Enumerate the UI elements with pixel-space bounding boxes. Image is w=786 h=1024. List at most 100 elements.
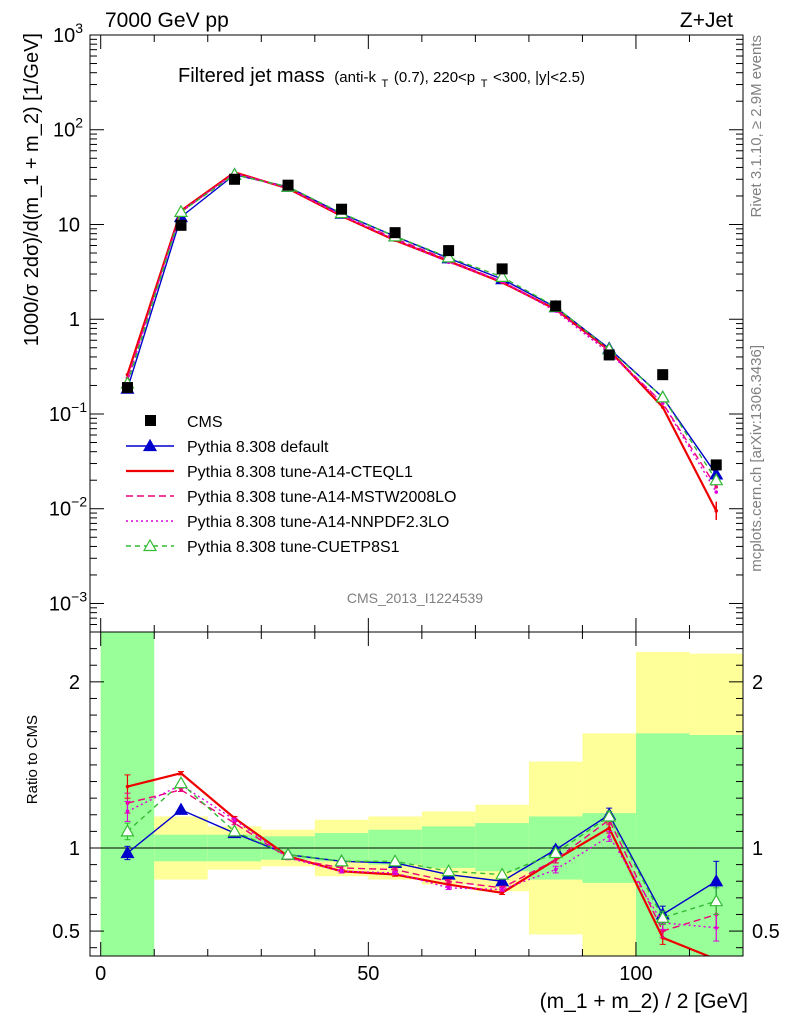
series-point-cteql1: [660, 405, 665, 409]
uncertainty-band-inner: [421, 826, 476, 868]
ratio-plot-area: [90, 632, 743, 956]
ratio-point-mstw: [553, 857, 558, 862]
ratio-point-cuetp8s1: [120, 824, 135, 837]
x-tick-label: 50: [357, 963, 379, 985]
x-axis-label: (m_1 + m_2) / 2 [GeV]: [540, 990, 748, 1013]
ratio-y-axis: 0.5 0.5 1 1 2 2: [52, 648, 780, 949]
ratio-point-default: [173, 802, 189, 815]
y-tick-exponent: −3: [71, 588, 87, 604]
x-tick-label: 100: [619, 963, 652, 985]
legend-marker-default: [142, 438, 158, 452]
y-tick-base: 10: [53, 120, 75, 142]
y-tick-label: 102: [53, 115, 83, 142]
rivet-version-label: Rivet 3.1.10, ≥ 2.9M events: [748, 35, 765, 218]
y-tick-exponent: −1: [71, 399, 87, 415]
series-point-cuetp8s1: [441, 250, 456, 263]
ratio-plot-frame: [89, 631, 744, 957]
ratio-point-mstw: [393, 867, 397, 872]
ratio-point-cuetp8s1: [227, 824, 242, 837]
series-point-nnpdf: [714, 490, 719, 494]
series-line-mstw: [126, 172, 717, 488]
legend-label-cteql1: Pythia 8.308 tune-A14-CTEQL1: [187, 464, 413, 481]
ratio-point-cuetp8s1: [548, 845, 563, 859]
y-tick-exponent: −2: [71, 494, 87, 510]
ratio-point-nnpdf: [607, 834, 611, 839]
plot-title-sub-mid: (0.7), 220<p: [394, 69, 475, 86]
y-tick-base: 1: [69, 309, 80, 331]
mcplots-label: mcplots.cern.ch [arXiv:1306.3436]: [748, 345, 765, 572]
y-tick-base: 10: [58, 214, 80, 236]
ratio-line-nnpdf: [127, 784, 717, 929]
y-tick-base: 10: [53, 25, 75, 47]
ratio-y-tick-label-right: 1: [752, 838, 763, 860]
ratio-line-default: [127, 808, 717, 916]
ratio-point-cuetp8s1: [495, 867, 510, 880]
plot-title-sub-p-index: T: [481, 78, 488, 90]
series-point-cuetp8s1: [655, 390, 670, 403]
cms-data-point: [657, 369, 669, 381]
y-tick-label: 10−1: [49, 399, 87, 426]
cms-data-point: [603, 349, 615, 361]
cms-data-point: [389, 227, 401, 239]
ratio-point-nnpdf: [125, 809, 130, 814]
main-y-axis-label: 1000/σ 2dσ)/d(m_1 + m_2) [1/GeV]: [21, 33, 43, 346]
plot-title-main: Filtered jet mass: [178, 65, 325, 87]
legend-label-default: Pythia 8.308 default: [187, 439, 329, 456]
plot-title: Filtered jet mass (anti-k T (0.7), 220<p…: [178, 65, 585, 92]
series-point-cuetp8s1: [495, 269, 510, 282]
main-plot-area: [120, 167, 724, 521]
ratio-point-nnpdf: [500, 887, 504, 892]
analysis-id-label: CMS_2013_I1224539: [347, 590, 483, 606]
y-tick-base: 10: [49, 499, 71, 521]
ratio-y-tick-label: 0.5: [52, 921, 80, 943]
ratio-point-cteql1: [500, 891, 504, 895]
ratio-point-mstw: [179, 788, 183, 792]
series-line-cuetp8s1: [126, 173, 717, 481]
cms-data-point: [710, 459, 722, 471]
ratio-point-cuetp8s1: [334, 854, 349, 867]
ratio-point-mstw: [660, 929, 665, 933]
ratio-point-cteql1: [179, 771, 183, 776]
ratio-line-cteql1: [127, 772, 711, 956]
plot-title-sub-k-index: T: [382, 78, 389, 90]
ratio-point-mstw: [232, 821, 237, 825]
y-tick-label: 10−2: [49, 494, 87, 521]
y-tick-base: 10: [49, 593, 71, 615]
ratio-y-tick-label-right: 0.5: [752, 921, 780, 943]
ratio-point-cuetp8s1: [709, 893, 724, 907]
ratio-point-cuetp8s1: [441, 864, 456, 877]
series-point-cuetp8s1: [173, 204, 189, 217]
ratio-y-tick-label-right: 2: [752, 672, 763, 694]
ratio-point-nnpdf: [393, 871, 397, 875]
cms-data-point: [550, 300, 562, 312]
ratio-point-cuetp8s1: [655, 910, 670, 923]
ratio-y-tick-label: 1: [69, 838, 80, 860]
ratio-point-nnpdf: [714, 925, 719, 930]
y-tick-label: 10: [58, 214, 80, 236]
y-tick-label: 10−3: [49, 588, 87, 615]
ratio-y-axis-label: Ratio to CMS: [24, 715, 41, 804]
ratio-point-cuetp8s1: [173, 775, 189, 789]
y-tick-exponent: 3: [75, 20, 83, 36]
legend-label-cms: CMS: [187, 414, 223, 431]
y-tick-label: 1: [69, 309, 80, 331]
plot-title-sub-prefix: (anti-k: [334, 69, 376, 86]
header-left: 7000 GeV pp: [105, 9, 229, 32]
cms-data-point: [496, 263, 508, 275]
ratio-point-default: [120, 845, 135, 859]
legend-label-nnpdf: Pythia 8.308 tune-A14-NNPDF2.3LO: [187, 514, 449, 531]
cms-data-point: [282, 179, 294, 191]
series-line-cteql1: [126, 171, 718, 512]
plot-title-sub-suffix: <300, |y|<2.5): [493, 69, 585, 86]
cms-data-point: [336, 203, 348, 215]
legend-marker-cuetp8s1: [142, 538, 158, 552]
uncertainty-band-inner: [475, 823, 529, 872]
ratio-point-cteql1: [446, 882, 451, 887]
ratio-point-cuetp8s1: [602, 809, 617, 822]
legend-label-mstw: Pythia 8.308 tune-A14-MSTW2008LO: [187, 489, 456, 506]
ratio-point-mstw: [339, 866, 344, 870]
ratio-point-default: [709, 874, 724, 887]
y-tick-exponent: 2: [75, 115, 83, 131]
legend-label-cuetp8s1: Pythia 8.308 tune-CUETP8S1: [187, 539, 400, 556]
ratio-point-mstw: [446, 879, 451, 884]
